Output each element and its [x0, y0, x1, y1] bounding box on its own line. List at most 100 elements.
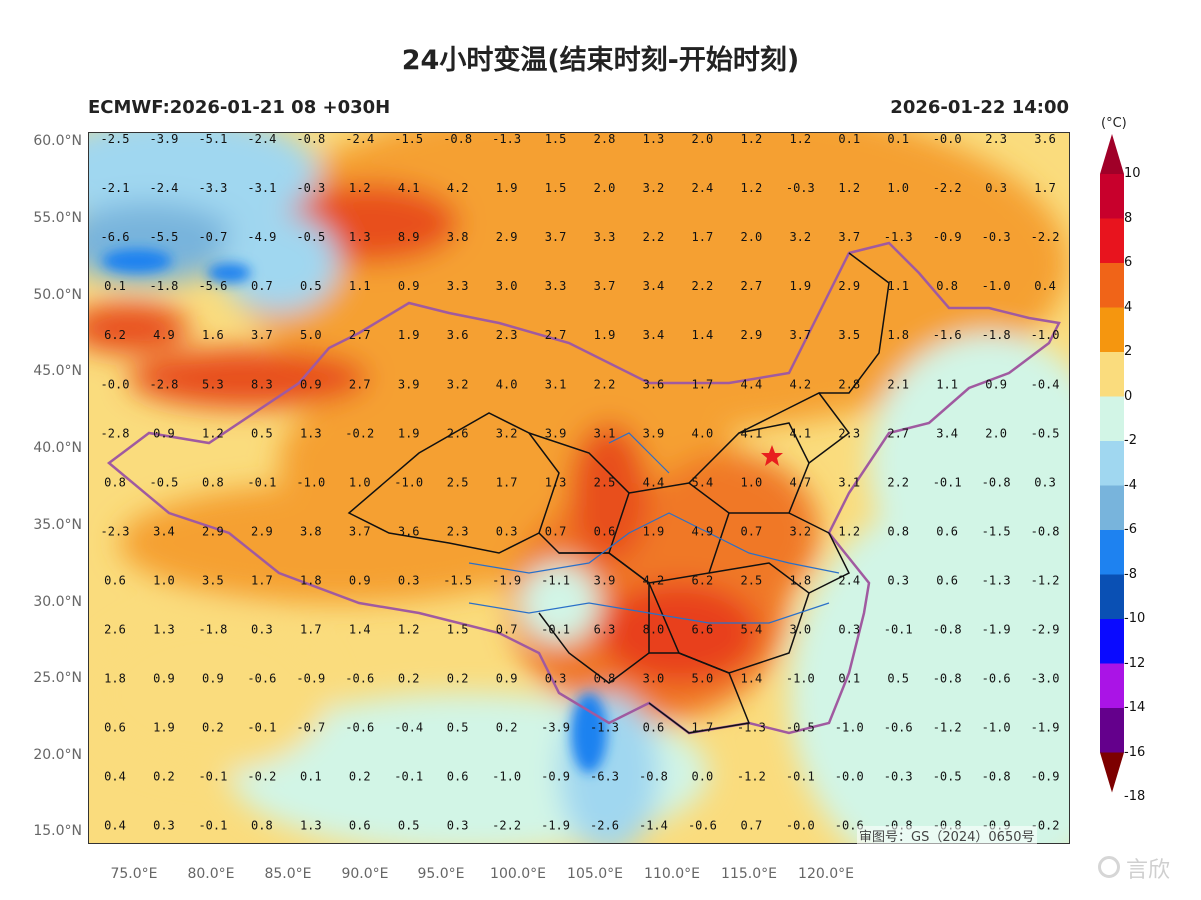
grid-value: -5.6	[198, 279, 227, 293]
rivers	[468, 432, 840, 624]
grid-value: 0.2	[153, 770, 175, 784]
colorbar-segment	[1100, 396, 1124, 441]
grid-value: 0.6	[594, 524, 616, 538]
model-run-info: ECMWF:2026-01-21 08 +030H	[88, 97, 391, 118]
grid-value: 0.6	[936, 524, 958, 538]
grid-value: 0.1	[838, 672, 860, 686]
grid-value: 0.5	[447, 721, 469, 735]
grid-value: 3.8	[447, 230, 469, 244]
grid-value: 3.1	[594, 426, 616, 440]
grid-value: 3.0	[643, 672, 665, 686]
grid-value: 5.4	[741, 623, 763, 637]
grid-value: -0.5	[1031, 426, 1060, 440]
grid-value: -1.0	[982, 279, 1011, 293]
grid-value: 2.4	[838, 573, 860, 587]
grid-value: 4.1	[398, 181, 420, 195]
grid-value: 1.5	[447, 623, 469, 637]
grid-value: -0.8	[639, 770, 668, 784]
colorbar-tick: -18	[1124, 789, 1146, 804]
grid-value: -0.8	[982, 475, 1011, 489]
grid-value: -1.0	[982, 721, 1011, 735]
lon-label: 95.0°E	[417, 866, 465, 882]
lat-label: 30.0°N	[33, 594, 82, 610]
grid-value: -2.2	[1031, 230, 1060, 244]
grid-value: 3.9	[643, 426, 665, 440]
grid-value: 2.5	[447, 475, 469, 489]
grid-value: -1.0	[492, 770, 521, 784]
grid-value: -0.8	[443, 133, 472, 146]
grid-value: 2.0	[692, 133, 714, 146]
grid-value: 3.4	[936, 426, 958, 440]
lon-label: 90.0°E	[341, 866, 389, 882]
lat-label: 60.0°N	[33, 133, 82, 149]
grid-value: -3.9	[541, 721, 570, 735]
lat-label: 40.0°N	[33, 440, 82, 456]
grid-value: -1.9	[1031, 721, 1060, 735]
grid-value: 1.7	[251, 573, 273, 587]
lon-label: 80.0°E	[187, 866, 235, 882]
lat-label: 45.0°N	[33, 363, 82, 379]
grid-value: 2.3	[985, 133, 1007, 146]
grid-value: -1.2	[737, 770, 766, 784]
grid-value: 0.1	[104, 279, 126, 293]
grid-value: 0.3	[838, 623, 860, 637]
lon-label: 115.0°E	[721, 866, 777, 882]
grid-value: 0.8	[202, 475, 224, 489]
grid-value: 0.3	[985, 181, 1007, 195]
grid-value: -2.6	[590, 819, 619, 833]
grid-value: -0.4	[1031, 377, 1060, 391]
map-approval-number: 审图号：GS（2024）0650号	[857, 826, 1037, 845]
map-title: 24小时变温(结束时刻-开始时刻)	[401, 45, 800, 76]
grid-value: 1.0	[349, 475, 371, 489]
grid-value: -0.1	[786, 770, 815, 784]
colorbar	[1100, 134, 1124, 793]
grid-value: -0.1	[884, 623, 913, 637]
grid-value: 4.2	[643, 573, 665, 587]
grid-value: 1.3	[349, 230, 371, 244]
grid-value: -1.8	[149, 279, 178, 293]
grid-value: -1.3	[884, 230, 913, 244]
grid-value: 4.9	[153, 328, 175, 342]
grid-value: 2.8	[594, 133, 616, 146]
valid-time: 2026-01-22 14:00	[890, 97, 1069, 118]
grid-value: 2.9	[202, 524, 224, 538]
colorbar-segment	[1100, 708, 1124, 753]
grid-value: -6.6	[101, 230, 130, 244]
grid-value: 3.7	[349, 524, 371, 538]
grid-value: 3.5	[838, 328, 860, 342]
grid-value: 2.0	[594, 181, 616, 195]
grid-value: -1.1	[541, 573, 570, 587]
grid-value: 3.9	[545, 426, 567, 440]
colorbar-tick: 0	[1124, 388, 1133, 404]
colorbar-segment	[1100, 263, 1124, 308]
grid-value: 3.4	[643, 279, 665, 293]
grid-value: 1.8	[104, 672, 126, 686]
grid-value: 1.7	[692, 377, 714, 391]
colorbar-tick: -12	[1124, 655, 1146, 671]
grid-value: -1.9	[492, 573, 521, 587]
grid-value: 0.6	[104, 721, 126, 735]
lat-label: 55.0°N	[33, 210, 82, 226]
colorbar-tick: 8	[1124, 210, 1133, 226]
grid-value: 1.2	[202, 426, 224, 440]
grid-value: -2.3	[101, 524, 130, 538]
colorbar-segment	[1100, 530, 1124, 575]
grid-value: 0.6	[447, 770, 469, 784]
grid-value: 0.2	[496, 721, 518, 735]
grid-value: 3.2	[789, 524, 811, 538]
grid-value: 2.4	[692, 181, 714, 195]
grid-value: -0.6	[835, 819, 864, 833]
grid-value: 2.2	[643, 230, 665, 244]
grid-value: 8.0	[643, 623, 665, 637]
grid-value: 1.9	[153, 721, 175, 735]
grid-value: -0.0	[933, 133, 962, 146]
colorbar-segment	[1100, 441, 1124, 486]
lon-label: 75.0°E	[110, 866, 158, 882]
grid-value: 5.0	[300, 328, 322, 342]
grid-value: 4.7	[789, 475, 811, 489]
province-boundaries	[347, 252, 890, 734]
grid-value: 0.2	[447, 672, 469, 686]
grid-value: 0.8	[104, 475, 126, 489]
lon-label: 110.0°E	[644, 866, 700, 882]
grid-value: 0.5	[398, 819, 420, 833]
